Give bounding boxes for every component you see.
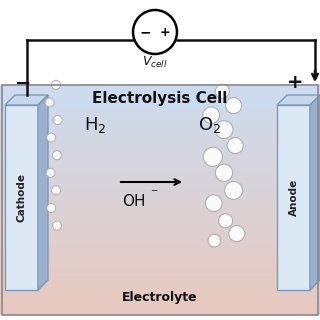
- Text: −: −: [139, 25, 151, 39]
- Text: +: +: [160, 26, 170, 38]
- Text: Electrolyte: Electrolyte: [122, 292, 198, 305]
- Circle shape: [203, 147, 222, 166]
- Bar: [277, 105, 310, 290]
- Text: Cathode: Cathode: [17, 173, 27, 222]
- Circle shape: [215, 121, 233, 139]
- Circle shape: [53, 116, 62, 124]
- Text: $V_{cell}$: $V_{cell}$: [142, 54, 168, 69]
- Circle shape: [205, 195, 222, 212]
- Circle shape: [208, 234, 221, 247]
- Circle shape: [229, 226, 245, 242]
- Bar: [2, 85, 318, 315]
- Circle shape: [215, 164, 233, 181]
- Circle shape: [227, 138, 243, 154]
- Circle shape: [52, 151, 61, 160]
- Bar: [2, 85, 318, 110]
- Polygon shape: [38, 95, 48, 290]
- Circle shape: [219, 214, 233, 228]
- Text: Electrolysis Cell: Electrolysis Cell: [92, 91, 228, 106]
- Text: Anode: Anode: [289, 179, 299, 216]
- Polygon shape: [5, 95, 48, 105]
- Circle shape: [45, 98, 54, 107]
- Circle shape: [215, 84, 229, 98]
- Bar: [0, 0, 320, 90]
- Circle shape: [52, 221, 61, 230]
- Text: O$_2$: O$_2$: [198, 115, 221, 135]
- Polygon shape: [310, 95, 320, 290]
- Text: H$_2$: H$_2$: [84, 115, 106, 135]
- Text: $^{-}$: $^{-}$: [150, 188, 158, 201]
- Circle shape: [133, 10, 177, 54]
- Circle shape: [52, 186, 60, 195]
- Circle shape: [203, 107, 220, 124]
- Circle shape: [47, 133, 56, 142]
- Bar: [5, 105, 38, 290]
- Text: OH: OH: [122, 195, 146, 210]
- Text: −: −: [15, 74, 32, 92]
- Circle shape: [47, 204, 56, 212]
- Circle shape: [46, 168, 55, 177]
- Circle shape: [225, 181, 243, 199]
- Circle shape: [52, 80, 60, 89]
- Circle shape: [226, 98, 242, 114]
- Polygon shape: [277, 95, 320, 105]
- Text: +: +: [287, 74, 304, 92]
